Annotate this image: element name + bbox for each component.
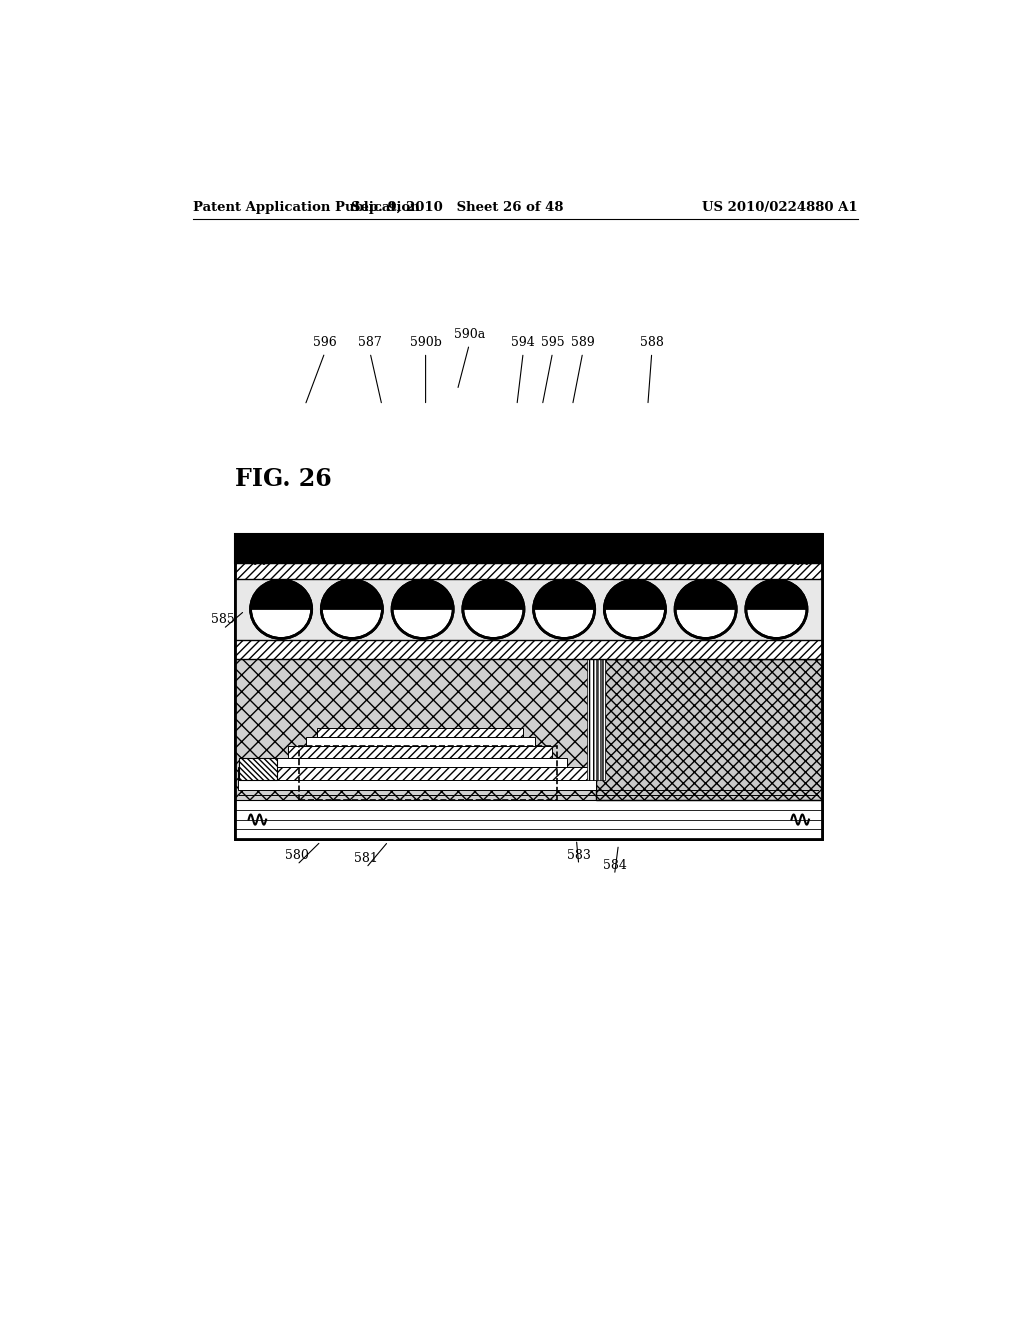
Bar [236, 535, 822, 840]
Text: 594: 594 [511, 337, 536, 350]
Text: 585: 585 [211, 612, 236, 626]
Ellipse shape [322, 579, 382, 639]
Bar [236, 535, 822, 564]
Text: Sep. 9, 2010   Sheet 26 of 48: Sep. 9, 2010 Sheet 26 of 48 [351, 201, 563, 214]
Text: 595: 595 [541, 337, 564, 350]
Polygon shape [251, 579, 311, 609]
Bar [596, 660, 822, 800]
Ellipse shape [745, 579, 807, 639]
Text: 584: 584 [602, 859, 627, 873]
Bar [317, 729, 523, 737]
Bar [236, 640, 822, 660]
Bar [236, 800, 822, 840]
Polygon shape [463, 579, 524, 609]
Ellipse shape [251, 579, 311, 639]
Ellipse shape [534, 579, 595, 639]
Bar [236, 564, 822, 578]
Bar [236, 535, 822, 840]
Text: FIG. 26: FIG. 26 [236, 466, 332, 491]
Text: Patent Application Publication: Patent Application Publication [194, 201, 420, 214]
Ellipse shape [392, 579, 454, 639]
Bar [238, 767, 596, 780]
Polygon shape [675, 579, 736, 609]
Bar [273, 758, 567, 767]
Bar [240, 758, 278, 780]
Polygon shape [604, 579, 666, 609]
Bar [288, 746, 552, 758]
Text: 596: 596 [313, 337, 337, 350]
Text: US 2010/0224880 A1: US 2010/0224880 A1 [702, 201, 858, 214]
Text: 590b: 590b [410, 337, 441, 350]
Ellipse shape [463, 579, 524, 639]
Ellipse shape [604, 579, 666, 639]
Bar [588, 660, 605, 780]
Polygon shape [534, 579, 595, 609]
Bar [238, 780, 596, 789]
Bar [305, 737, 535, 746]
Text: 583: 583 [567, 849, 591, 862]
Bar [236, 578, 822, 640]
Text: 580: 580 [285, 849, 309, 862]
Text: 581: 581 [354, 851, 378, 865]
Text: 587: 587 [358, 337, 382, 350]
Ellipse shape [675, 579, 736, 639]
Polygon shape [322, 579, 382, 609]
Text: 590a: 590a [454, 329, 485, 342]
Polygon shape [745, 579, 807, 609]
Bar [236, 660, 822, 800]
Polygon shape [392, 579, 454, 609]
Bar [299, 746, 557, 800]
Text: 589: 589 [570, 337, 595, 350]
Text: 588: 588 [640, 337, 664, 350]
